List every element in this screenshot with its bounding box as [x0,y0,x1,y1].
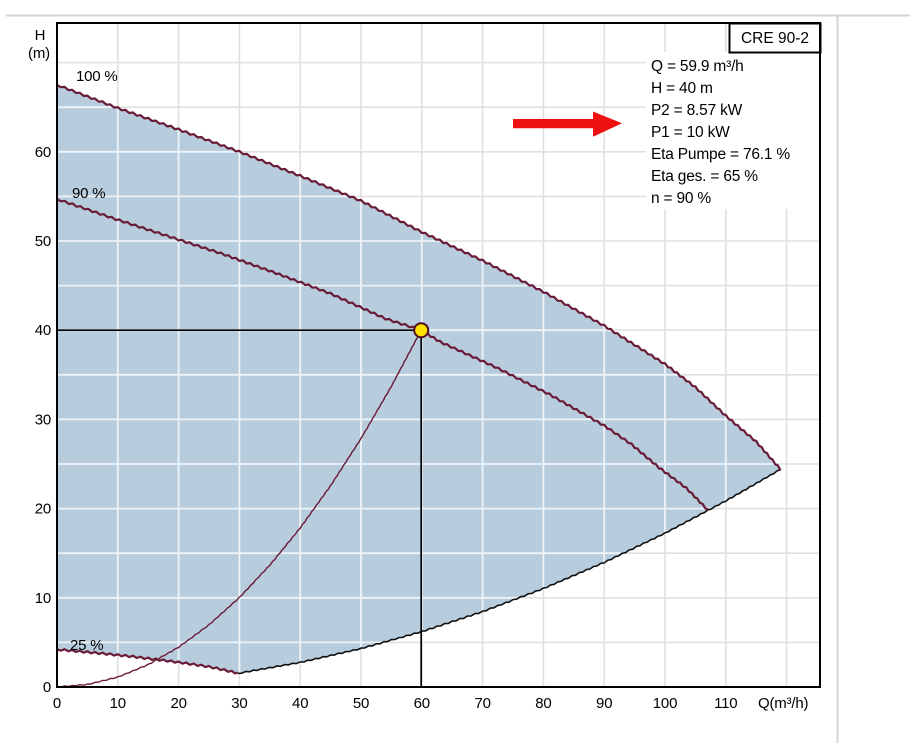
info-line-flow: Q = 59.9 m³/h [651,58,744,75]
axis-tick-labels: 0 10 20 30 40 50 60 70 80 90 100 110 0 10 20 30 40 50 60 [35,144,738,712]
envelope-min-boundary [237,469,781,675]
x-tick-label: 100 [653,695,677,712]
highlight-arrow-icon [513,111,622,137]
y-axis-title: H [35,27,46,44]
x-axis-unit-label: Q(m³/h) [758,695,808,712]
y-tick-label: 20 [35,501,51,518]
curve-label-90: 90 % [72,185,105,202]
info-line-p1: P1 = 10 kW [651,124,730,141]
x-tick-label: 40 [292,695,308,712]
y-tick-label: 10 [35,590,51,607]
y-tick-label: 40 [35,322,51,339]
x-tick-label: 20 [170,695,186,712]
y-axis-unit: (m) [28,45,50,62]
x-tick-label: 60 [414,695,430,712]
x-tick-label: 110 [714,695,737,712]
info-line-p2: P2 = 8.57 kW [651,102,743,119]
pump-curve-100 [56,83,782,471]
y-tick-label: 30 [35,411,51,428]
pump-model-label: CRE 90-2 [741,30,809,47]
duty-point[interactable] [413,322,430,339]
info-line-eta-pump: Eta Pumpe = 76.1 % [651,146,790,163]
plot-border [56,22,821,688]
y-tick-label: 60 [35,144,51,161]
info-panel-background [646,52,819,209]
info-panel: Q = 59.9 m³/h H = 40 m P2 = 8.57 kW P1 =… [651,58,791,207]
x-tick-label: 80 [535,695,551,712]
info-line-head: H = 40 m [651,80,713,97]
pump-curve-25 [56,648,239,675]
x-tick-label: 10 [110,695,126,712]
system-curve [56,330,422,688]
y-tick-label: 0 [43,679,51,696]
pump-curve-90 [56,198,709,511]
x-tick-label: 0 [53,695,61,712]
info-line-eta-total: Eta ges. = 65 % [651,168,758,185]
curve-label-100: 100 % [76,68,118,85]
curve-label-25: 25 % [70,637,103,654]
x-tick-label: 30 [231,695,247,712]
pump-model-box [728,22,822,54]
operating-envelope [57,84,781,674]
x-tick-label: 70 [474,695,490,712]
info-line-speed: n = 90 % [651,190,711,207]
x-tick-label: 50 [353,695,369,712]
x-tick-label: 90 [596,695,612,712]
y-tick-label: 50 [35,233,51,250]
